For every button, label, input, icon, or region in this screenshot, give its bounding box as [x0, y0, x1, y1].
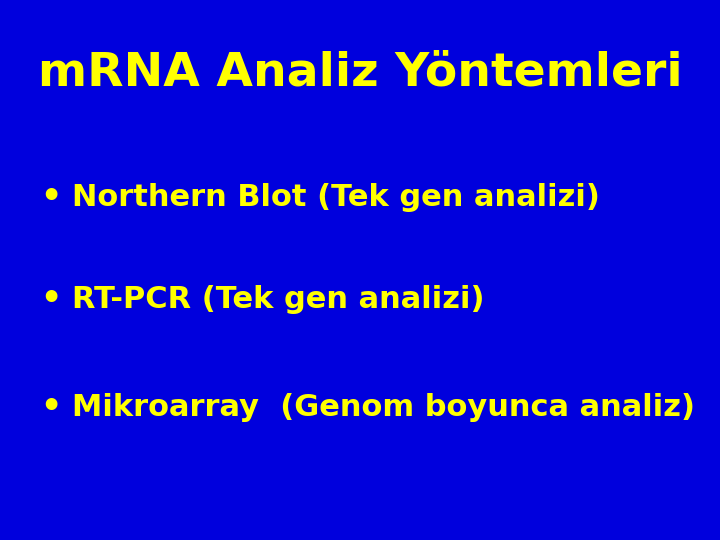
- Text: •: •: [40, 180, 61, 214]
- Text: mRNA Analiz Yöntemleri: mRNA Analiz Yöntemleri: [37, 50, 683, 96]
- Text: Mikroarray  (Genom boyunca analiz): Mikroarray (Genom boyunca analiz): [72, 393, 695, 422]
- Text: RT-PCR (Tek gen analizi): RT-PCR (Tek gen analizi): [72, 285, 485, 314]
- Text: Northern Blot (Tek gen analizi): Northern Blot (Tek gen analizi): [72, 183, 600, 212]
- Text: •: •: [40, 283, 61, 316]
- Text: •: •: [40, 391, 61, 424]
